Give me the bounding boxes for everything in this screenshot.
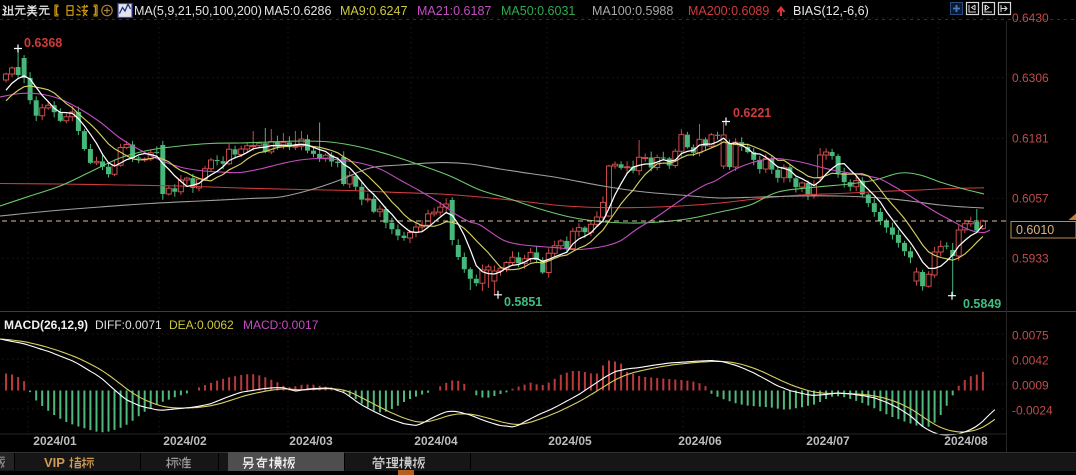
svg-text:0.6221: 0.6221 [733,106,771,120]
svg-text:2024/02: 2024/02 [163,434,207,448]
svg-text:MACD(26,12,9): MACD(26,12,9) [4,318,88,332]
svg-text:BIAS(12,-6,6): BIAS(12,-6,6) [793,4,869,18]
svg-text:2024/04: 2024/04 [414,434,458,448]
svg-text:MA9:0.6247: MA9:0.6247 [340,4,407,18]
svg-text:0.5851: 0.5851 [504,295,542,309]
svg-text:MA(5,9,21,50,100,200): MA(5,9,21,50,100,200) [134,4,262,18]
svg-text:0.5849: 0.5849 [963,297,1001,311]
svg-text:0.5933: 0.5933 [1012,252,1049,266]
svg-text:2024/08: 2024/08 [944,434,988,448]
svg-text:MA200:0.6089: MA200:0.6089 [688,4,769,18]
svg-text:2024/05: 2024/05 [548,434,592,448]
svg-text:-0.0024: -0.0024 [1012,404,1053,418]
svg-text:DIFF:0.0071: DIFF:0.0071 [95,318,162,332]
svg-text:MA21:0.6187: MA21:0.6187 [417,4,491,18]
svg-text:MACD:0.0017: MACD:0.0017 [243,318,319,332]
svg-text:0.6306: 0.6306 [1012,71,1049,85]
svg-text:2024/01: 2024/01 [33,434,77,448]
svg-text:0.0042: 0.0042 [1012,354,1049,368]
svg-text:0.6368: 0.6368 [24,36,62,50]
svg-text:2024/03: 2024/03 [289,434,333,448]
svg-text:DEA:0.0062: DEA:0.0062 [169,318,234,332]
svg-text:2024/06: 2024/06 [678,434,722,448]
svg-text:0.0075: 0.0075 [1012,329,1049,343]
svg-text:MA50:0.6031: MA50:0.6031 [501,4,575,18]
svg-text:0.6010: 0.6010 [1016,223,1054,237]
svg-text:MA100:0.5988: MA100:0.5988 [592,4,673,18]
svg-text:0.6057: 0.6057 [1012,192,1049,206]
svg-text:2024/07: 2024/07 [806,434,850,448]
svg-text:VIP: VIP [44,455,65,470]
svg-text:0.6181: 0.6181 [1012,132,1049,146]
svg-text:0.0009: 0.0009 [1012,379,1049,393]
svg-text:0.6430: 0.6430 [1012,11,1049,25]
svg-text:MA5:0.6286: MA5:0.6286 [264,4,331,18]
